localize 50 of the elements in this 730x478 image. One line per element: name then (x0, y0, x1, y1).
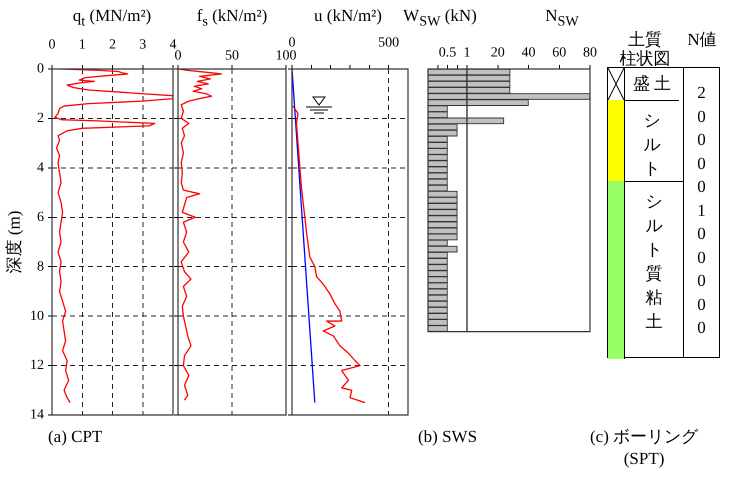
x-tick-label: 0 (288, 35, 296, 50)
text: (c) ボーリング (SPT) (590, 426, 698, 470)
category-label: シルト (643, 110, 661, 180)
text: 柱状図 (618, 49, 672, 68)
x-tick-label: 80 (583, 45, 597, 60)
x-tick-label: 60 (552, 45, 566, 60)
text: (a) CPT (48, 426, 102, 448)
data-label: 0 (696, 224, 707, 243)
text: N値 (686, 30, 718, 49)
data-label: 0 (696, 318, 707, 337)
y-tick-label: 4 (37, 160, 44, 176)
x-axis-title: f$_{s}$ (kN/m²) (196, 6, 268, 30)
data-label: 0 (696, 106, 707, 126)
x-tick-label: 1 (78, 37, 86, 52)
x-tick-label: 1 (464, 45, 470, 60)
category-label: 盛土 (633, 74, 675, 94)
y-tick-label: 10 (30, 308, 44, 324)
data-label: 0 (696, 177, 707, 196)
y-tick-label: 6 (37, 210, 44, 225)
x-tick-label: 0 (174, 48, 182, 64)
y-tick-label: 2 (37, 111, 44, 126)
y-axis-title: 深度 (m) (4, 210, 24, 274)
x-tick-label: 3 (139, 37, 146, 52)
y-tick-label: 12 (30, 358, 44, 374)
y-tick-label: 8 (37, 259, 44, 274)
data-label: 1 (696, 200, 707, 220)
x-axis-title: u (kN/m²) (314, 6, 382, 25)
x-tick-label: 100 (276, 48, 296, 64)
x-axis-title: q$_{t}$ (MN/m²) (72, 6, 152, 30)
x-tick-label: 20 (490, 45, 505, 60)
x-tick-label: 0 (48, 37, 56, 52)
x-tick-label: 40 (522, 45, 536, 60)
y-tick-label: 14 (30, 408, 44, 423)
x-tick-label: 50 (225, 48, 239, 64)
data-label: 0 (696, 154, 707, 172)
category-label: シルト質粘土 (645, 191, 663, 333)
x-axis-title: N$_{SW}$ (544, 6, 580, 30)
data-label: 2 (696, 83, 707, 102)
data-label: 0 (696, 271, 707, 290)
text: (b) SWS (418, 426, 478, 448)
data-label: 0 (696, 294, 707, 314)
data-label: 0 (696, 248, 707, 266)
x-tick-label: 0.5 (438, 45, 456, 60)
x-tick-label: 2 (109, 37, 116, 52)
data-label: 0 (696, 130, 707, 149)
y-tick-label: 0 (37, 62, 44, 77)
x-tick-label: 500 (378, 35, 400, 50)
x-axis-title: W$_{SW}$ (kN) (402, 6, 478, 30)
text: 土質 (627, 30, 663, 49)
x-tick-label: 4 (170, 37, 176, 52)
